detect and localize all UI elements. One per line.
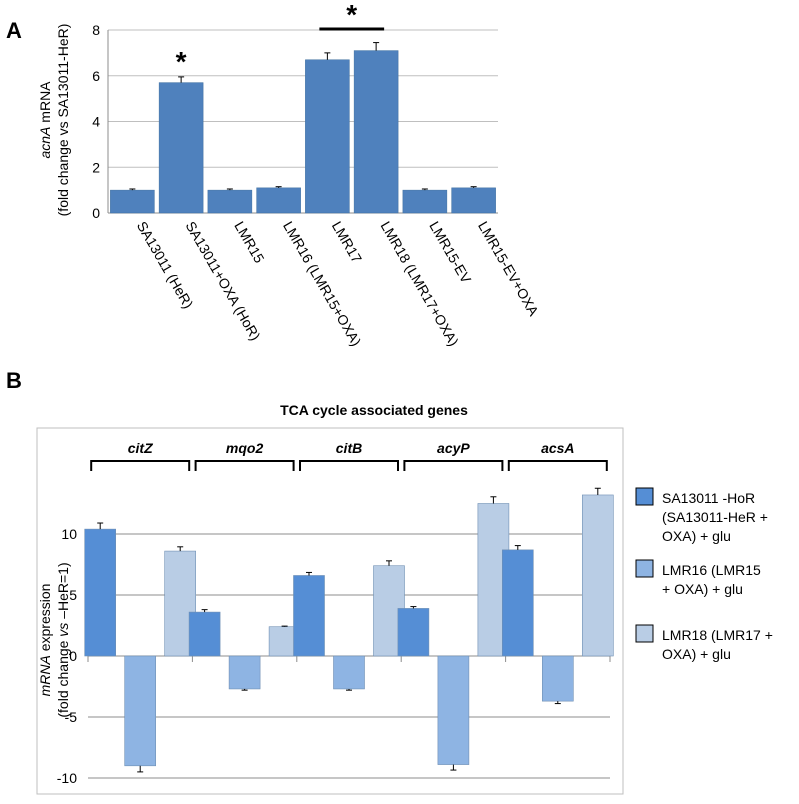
panel-a-significance-star: *	[346, 0, 357, 30]
panel-a-ylabel-rest: mRNA	[37, 81, 53, 127]
panel-b-title: TCA cycle associated genes	[280, 402, 468, 418]
panel-b-bar	[397, 608, 430, 657]
panel-a-ytick: 0	[92, 205, 100, 221]
panel-b-gene-bracket	[299, 460, 399, 471]
panel-a-ylabel-line1: acnA mRNA	[37, 81, 53, 159]
panel-a-category-label: LMR15-EV+OXA	[475, 219, 542, 320]
panel-b-ylabel-italic: mRNA	[37, 655, 53, 696]
panel-b-ylabel-line1: mRNA expression	[37, 584, 53, 697]
panel-b-legend-label: LMR18 (LMR17 +	[662, 627, 773, 643]
panel-a-bar	[110, 189, 155, 214]
panel-b-bar	[188, 611, 221, 657]
panel-a-category-label: LMR15-EV	[426, 219, 474, 287]
panel-b-legend-label: OXA) + glu	[662, 528, 731, 544]
panel-b-bar	[541, 655, 574, 702]
panel-a-significance-star: *	[176, 46, 187, 77]
panel-b-bar	[228, 655, 261, 690]
panel-b-legend-swatch	[635, 487, 654, 506]
panel-b-legend-label: LMR16 (LMR15	[662, 562, 761, 578]
panel-a-bar	[353, 50, 399, 214]
panel-a-bar	[402, 189, 448, 214]
panel-b-ytick: 10	[61, 526, 77, 542]
panel-b-legend-label: (SA13011-HeR +	[662, 509, 768, 525]
panel-b-plot-frame	[36, 427, 624, 795]
panel-b-ytick: 0	[69, 648, 77, 664]
panel-b-ytick: 5	[69, 587, 77, 603]
panel-b-gene-bracket	[507, 460, 608, 471]
panel-b-legend-label: SA13011 -HoR	[662, 490, 755, 506]
panel-b-bar	[293, 575, 325, 657]
panel-b-gene-label: mqo2	[226, 440, 264, 456]
panel-b-legend-label: + OXA) + glu	[662, 581, 743, 597]
panel-a-bar	[158, 82, 204, 214]
panel-b-ytick: -10	[57, 770, 77, 786]
panel-a-ylabel-line2: (fold change vs SA13011-HeR)	[55, 24, 71, 217]
panel-b-bar	[581, 494, 614, 657]
panel-a-category-label: LMR15	[231, 219, 268, 266]
panel-b-ytick: -5	[65, 709, 78, 725]
panel-a-ytick: 8	[92, 22, 100, 38]
panel-b-gene-bracket	[90, 460, 191, 471]
panel-b-bar	[501, 549, 534, 657]
panel-a-ylabel-italic: acnA	[37, 127, 53, 159]
panel-b-gene-label: acsA	[541, 440, 574, 456]
panel-b-bar	[124, 655, 156, 767]
panel-a-bar	[451, 187, 496, 214]
panel-b-chart: -10 -5 0 5 10 citZ mqo2 citB acyP acsA	[57, 440, 614, 786]
panel-b-bar	[84, 528, 116, 657]
panel-b-gene-label: acyP	[437, 440, 470, 456]
panel-a-bar	[207, 189, 253, 214]
panel-a-ytick: 6	[92, 68, 100, 84]
panel-b-legend-swatch	[635, 624, 654, 643]
panel-a-category-label: LMR17	[329, 219, 366, 266]
panel-a-bar	[305, 59, 350, 214]
panel-b-legend: SA13011 -HoR (SA13011-HeR + OXA) + glu LMR1…	[635, 487, 773, 662]
panel-b-gene-label: citB	[336, 440, 362, 456]
panel-b-letter: B	[6, 368, 22, 393]
panel-b-gene-label: citZ	[128, 440, 153, 456]
panel-b-ylabel-line2: (fold change vs –HeR=1)	[55, 562, 71, 717]
panel-b-ylabel-l2i: vs	[55, 623, 71, 637]
panel-a-letter: A	[6, 18, 22, 43]
panel-b-bar	[333, 655, 365, 690]
panel-b-gene-bracket	[403, 460, 504, 471]
panel-b-ylabel-rest: expression	[37, 584, 53, 656]
panel-b-ylabel-l2a: (fold change	[55, 637, 71, 718]
panel-b-bar	[437, 655, 470, 765]
panel-a-ytick: 4	[92, 114, 100, 130]
panel-b-legend-label: OXA) + glu	[662, 646, 731, 662]
panel-b-legend-swatch	[635, 559, 654, 578]
panel-a-bar	[256, 187, 301, 214]
panel-b-gene-bracket	[194, 460, 295, 471]
panel-a-ytick: 2	[92, 159, 100, 175]
panel-b-ylabel-l2b: –HeR=1)	[55, 562, 71, 622]
